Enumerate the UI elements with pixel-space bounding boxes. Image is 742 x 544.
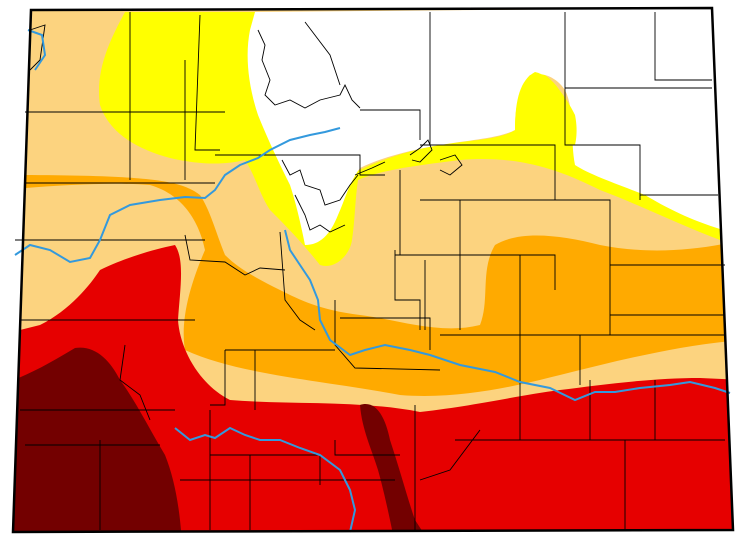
zone-abnormally-dry-west bbox=[99, 12, 329, 265]
river-north-platte bbox=[27, 29, 47, 71]
zone-extreme bbox=[13, 245, 733, 532]
river-rio-grande bbox=[174, 426, 357, 533]
zone-exceptional-southwest bbox=[13, 347, 182, 532]
front-range-borders bbox=[257, 21, 463, 233]
rivers bbox=[14, 29, 731, 533]
zone-severe bbox=[13, 175, 733, 396]
zone-abnormally-dry-east bbox=[515, 72, 577, 145]
river-colorado bbox=[14, 127, 341, 264]
river-arkansas bbox=[284, 229, 731, 402]
zone-none-northeast bbox=[247, 8, 733, 245]
zone-exceptional-south-central bbox=[360, 404, 430, 532]
state-outline bbox=[11, 6, 735, 534]
